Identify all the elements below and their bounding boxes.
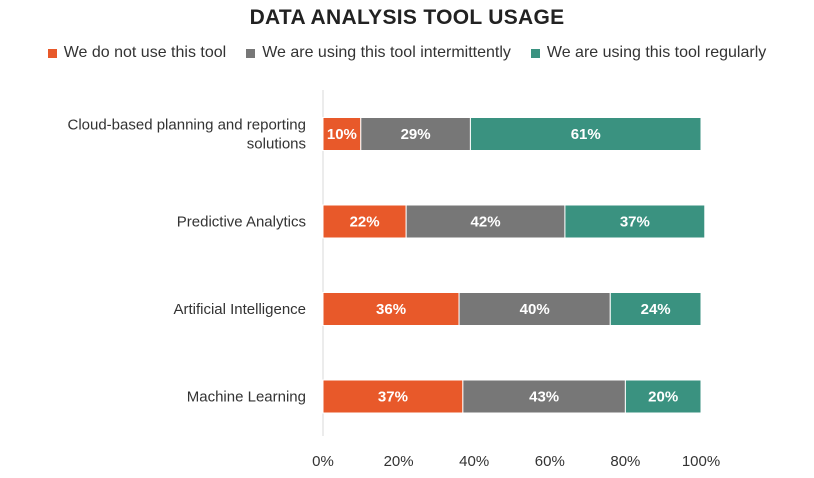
x-tick-label: 0% xyxy=(312,453,334,470)
category-label: Machine Learning xyxy=(187,389,306,406)
data-label: 37% xyxy=(620,214,650,231)
x-tick-label: 40% xyxy=(459,453,489,470)
bar-segment xyxy=(322,379,464,414)
x-tick-label: 100% xyxy=(682,453,720,470)
bar-segment xyxy=(322,204,407,239)
data-label: 36% xyxy=(376,301,406,318)
legend-item-regular: We are using this tool regularly xyxy=(530,44,767,62)
data-label: 43% xyxy=(529,389,559,406)
category-label: solutions xyxy=(247,136,306,153)
legend: We do not use this tool We are using thi… xyxy=(0,44,814,62)
x-tick-label: 80% xyxy=(610,453,640,470)
chart-title: DATA ANALYSIS TOOL USAGE xyxy=(249,6,565,29)
bar-segment xyxy=(405,204,566,239)
legend-label-intermittent: We are using this tool intermittently xyxy=(262,44,511,61)
legend-swatch-regular xyxy=(530,48,540,58)
data-label: 37% xyxy=(378,389,408,406)
category-label: Cloud-based planning and reporting xyxy=(67,117,306,134)
bar-segment xyxy=(458,292,611,326)
legend-swatch-intermittent xyxy=(246,48,256,58)
legend-item-intermittent: We are using this tool intermittently xyxy=(246,44,511,62)
category-label: Artificial Intelligence xyxy=(173,301,306,318)
bar-segment xyxy=(322,292,460,326)
data-label: 61% xyxy=(571,126,601,143)
data-label: 24% xyxy=(641,301,671,318)
bar-segment xyxy=(624,379,702,414)
category-label: Predictive Analytics xyxy=(177,214,306,231)
data-label: 42% xyxy=(471,214,501,231)
legend-item-not-used: We do not use this tool xyxy=(47,44,227,62)
legend-label-regular: We are using this tool regularly xyxy=(546,44,767,61)
bar-segment xyxy=(322,117,362,151)
x-tick-label: 20% xyxy=(384,453,414,470)
bar-segment xyxy=(462,379,626,414)
data-label: 20% xyxy=(648,389,678,406)
x-tick-label: 60% xyxy=(535,453,565,470)
bar-segment xyxy=(469,117,702,151)
legend-swatch-not-used xyxy=(47,48,57,58)
bar-segment xyxy=(609,292,702,326)
bar-segment xyxy=(564,204,706,239)
legend-label-not-used: We do not use this tool xyxy=(63,44,227,61)
data-label: 10% xyxy=(327,126,357,143)
data-label: 22% xyxy=(350,214,380,231)
data-label: 29% xyxy=(401,126,431,143)
data-label: 40% xyxy=(520,301,550,318)
